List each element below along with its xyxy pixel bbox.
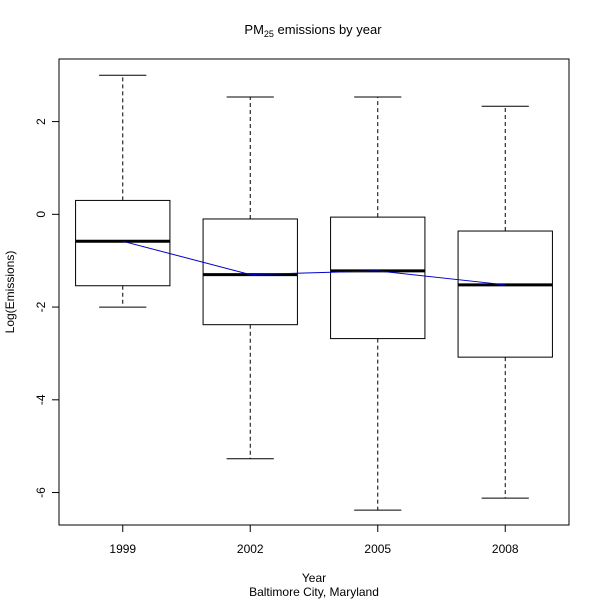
median-trend-line bbox=[122, 240, 506, 286]
y-tick-label: 0 bbox=[34, 211, 48, 218]
chart-title-rest: emissions by year bbox=[274, 22, 382, 37]
chart-title-subscript: 25 bbox=[264, 29, 274, 39]
y-tick-label: -2 bbox=[34, 301, 48, 312]
x-tick-label: 1999 bbox=[109, 542, 136, 556]
y-tick-label: -6 bbox=[34, 487, 48, 498]
plot-frame bbox=[58, 58, 570, 526]
chart-subtitle: Baltimore City, Maryland bbox=[249, 585, 379, 599]
x-tick-label: 2008 bbox=[492, 542, 519, 556]
y-tick-label: 2 bbox=[34, 118, 48, 125]
box-iqr bbox=[457, 230, 553, 358]
box-iqr bbox=[202, 218, 298, 326]
y-tick-label: -4 bbox=[34, 394, 48, 405]
box-iqr bbox=[75, 199, 171, 287]
box-iqr bbox=[330, 216, 426, 340]
chart-title-main: PM bbox=[244, 22, 264, 37]
y-axis-label: Log(Emissions) bbox=[3, 251, 17, 334]
plot-area: 2 0 -2 -4 -6 1999 2002 2005 2008 bbox=[34, 58, 570, 556]
x-tick-label: 2005 bbox=[364, 542, 391, 556]
x-tick-label: 2002 bbox=[237, 542, 264, 556]
x-axis-label: Year bbox=[302, 571, 326, 585]
chart-title: PM25 emissions by year bbox=[244, 22, 382, 39]
